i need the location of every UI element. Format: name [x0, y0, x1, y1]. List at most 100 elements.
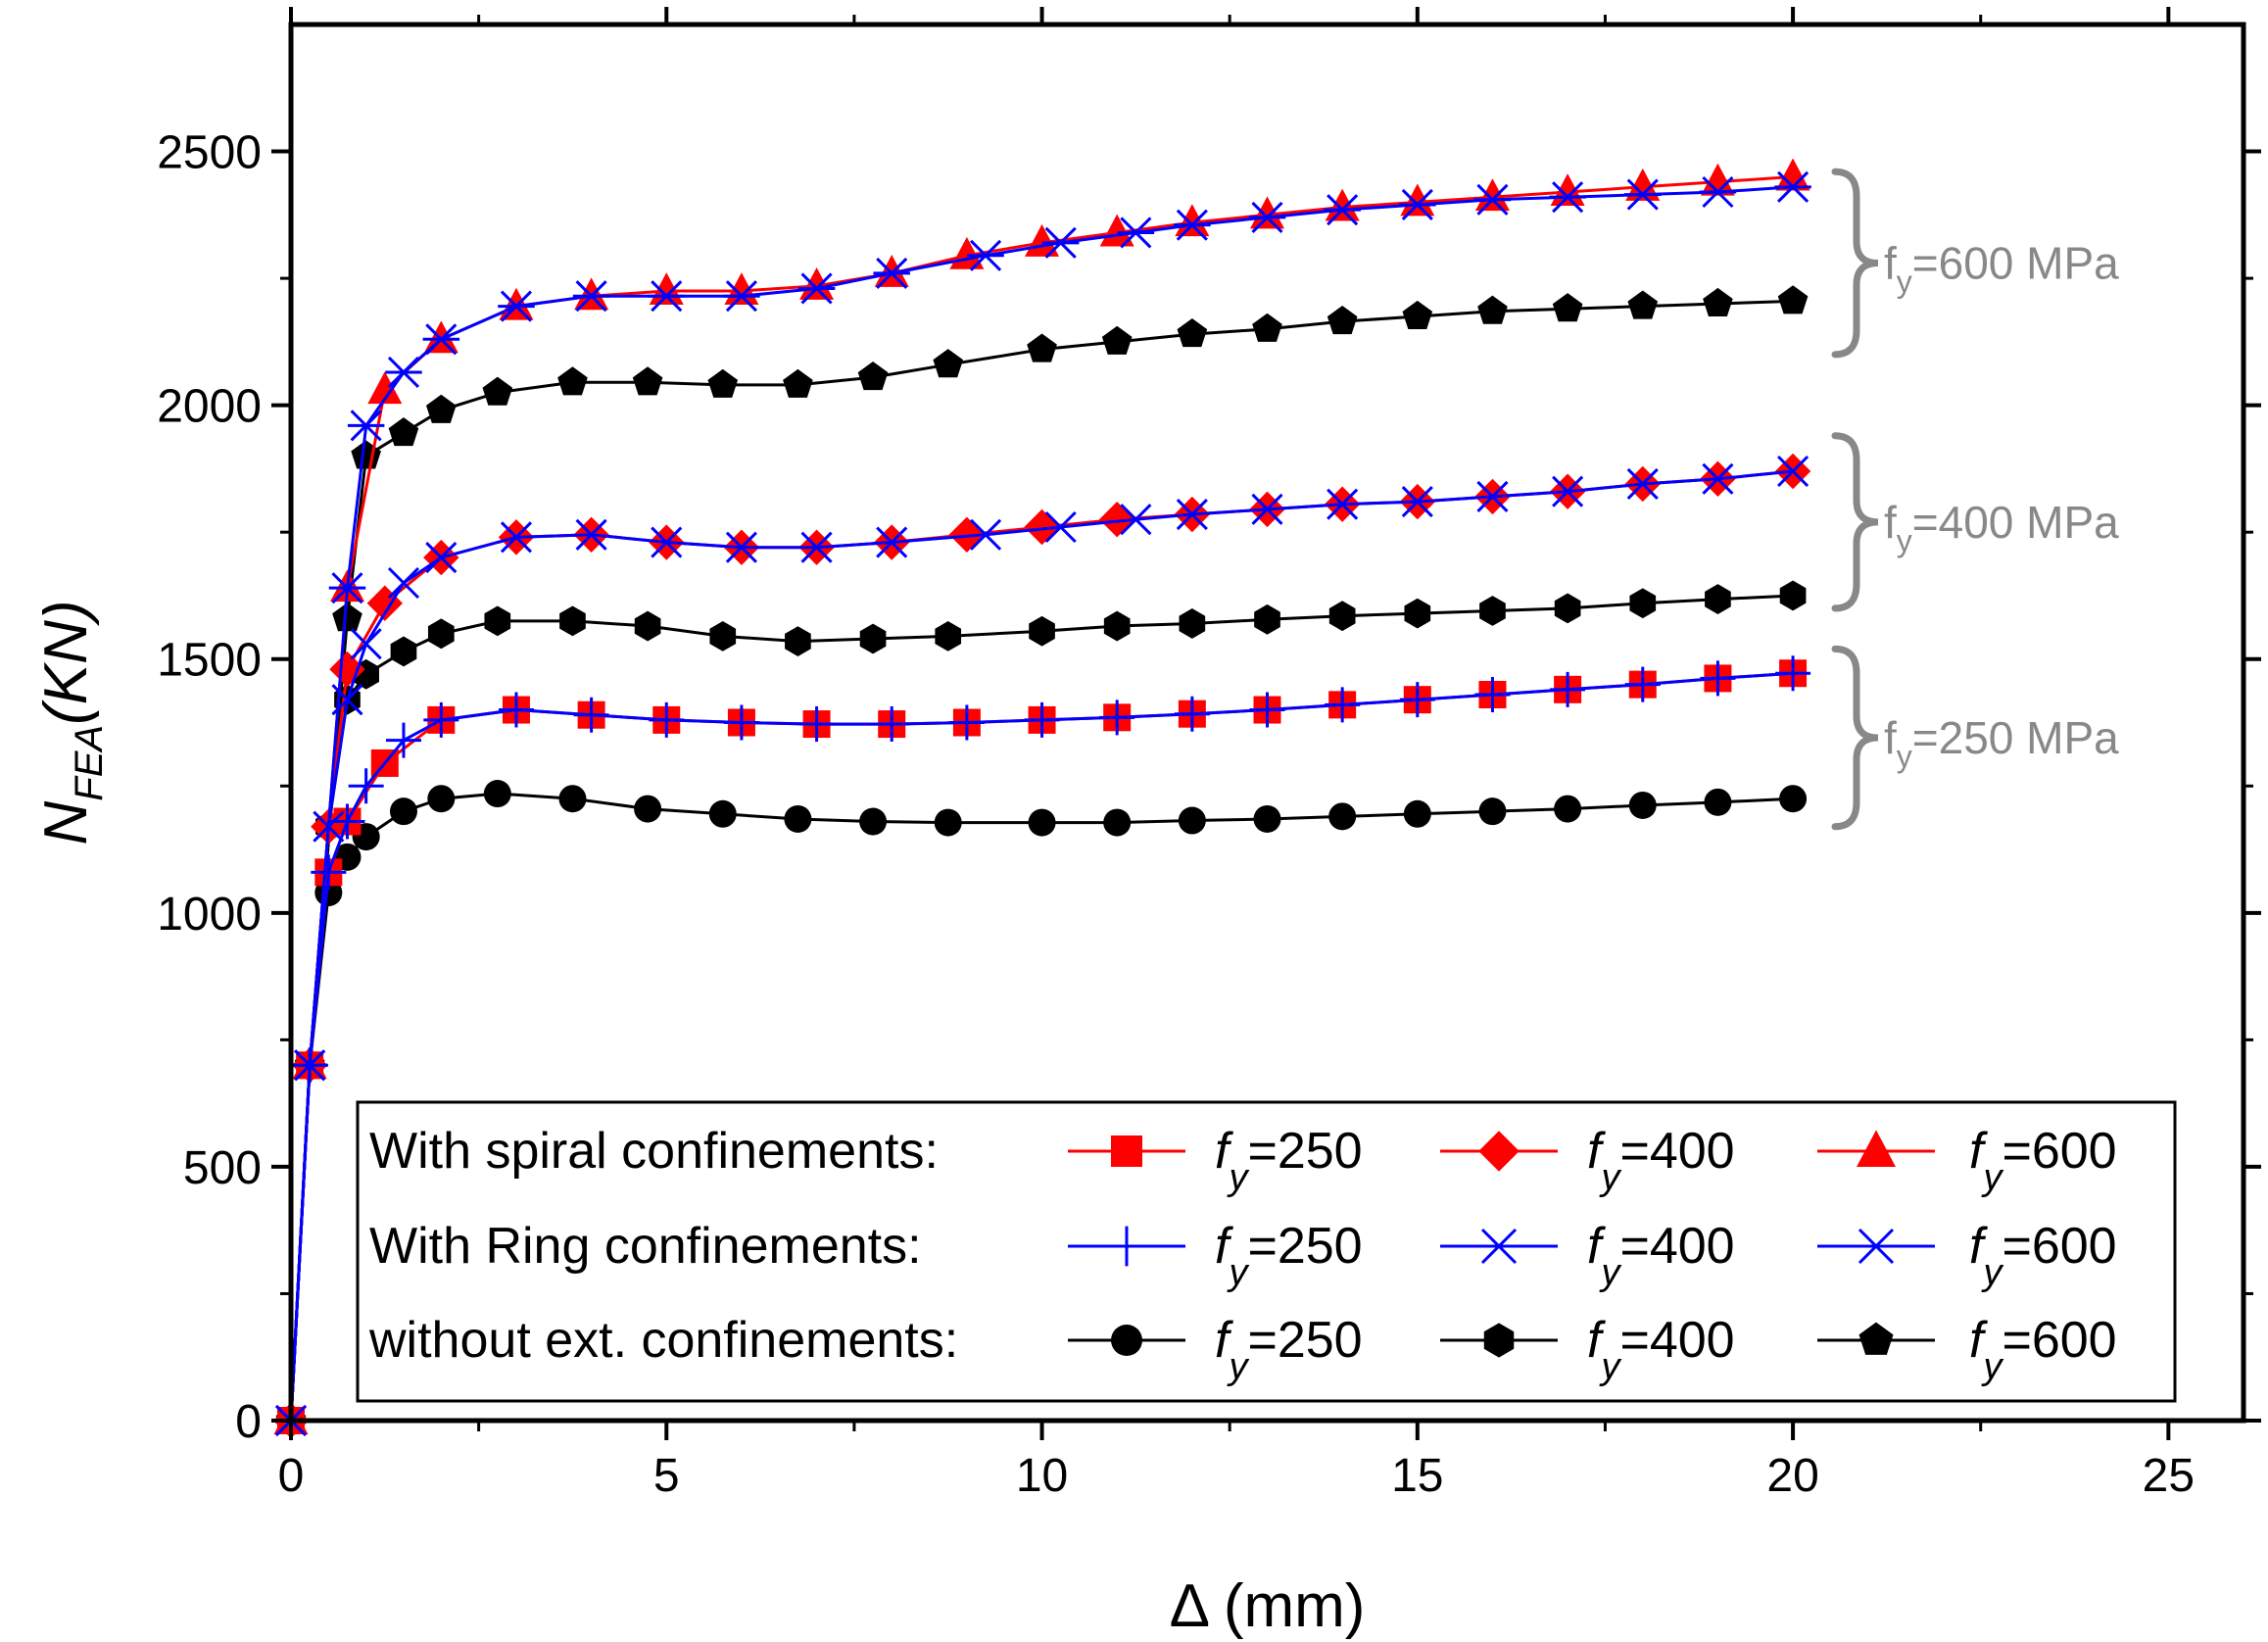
legend-entry-prefix: f	[1969, 1218, 1988, 1275]
y-tick-label: 2500	[157, 127, 262, 179]
y-axis-title: NFEA(KN)	[32, 601, 111, 845]
data-point-spiral-600	[1474, 178, 1510, 212]
legend-entry-prefix: f	[1969, 1312, 1988, 1369]
data-point-ring-600	[1473, 183, 1512, 216]
data-point-ring-250	[423, 701, 459, 738]
data-point-ring-400	[1702, 462, 1734, 495]
data-point-ring-400	[876, 526, 908, 558]
data-point-none-250	[784, 804, 812, 833]
data-point-spiral-600	[1250, 196, 1284, 229]
data-point-none-250	[1779, 785, 1808, 813]
data-point-none-400	[1404, 598, 1431, 629]
legend-entry-value: =400	[1619, 1218, 1734, 1275]
data-point-ring-400	[1476, 480, 1509, 512]
data-point-ring-250	[1099, 700, 1135, 736]
y-tick-label: 0	[235, 1396, 262, 1448]
data-point-none-600	[332, 603, 362, 632]
data-point-none-600	[1177, 317, 1208, 348]
data-point-none-400	[1179, 608, 1206, 639]
data-point-none-400	[1779, 580, 1807, 611]
y-axis-title-main: N	[32, 801, 100, 845]
data-point-ring-400	[1044, 510, 1077, 544]
data-point-none-400	[1554, 593, 1581, 624]
data-point-ring-250	[723, 704, 759, 741]
data-point-none-600	[857, 362, 889, 391]
data-point-none-250	[558, 785, 587, 813]
data-point-ring-400	[1251, 493, 1283, 525]
data-point-ring-250	[1624, 666, 1661, 702]
y-tick-label: 1500	[157, 635, 262, 687]
legend-group-label: With spiral confinements:	[369, 1123, 939, 1180]
legend-entry-prefix: f	[1587, 1218, 1606, 1275]
x-tick-label: 5	[653, 1450, 680, 1502]
legend-entry-sub: y	[1980, 1252, 2003, 1293]
data-point-none-400	[559, 605, 586, 637]
legend-entry-label: fy=400	[1587, 1123, 1735, 1198]
y-tick-label: 1000	[157, 889, 262, 941]
data-point-none-400	[1254, 604, 1280, 635]
legend-marker-none-600	[1858, 1322, 1894, 1355]
data-point-none-250	[634, 795, 662, 823]
annotation-label-text: =250 MPa	[1912, 712, 2119, 763]
data-point-none-600	[1627, 290, 1659, 319]
data-point-none-250	[934, 808, 962, 837]
legend-entry-value: =600	[2002, 1312, 2116, 1369]
data-point-none-600	[1252, 313, 1282, 342]
data-point-none-400	[390, 636, 417, 667]
data-point-ring-600	[648, 280, 686, 313]
legend-marker-spiral-400	[1478, 1131, 1520, 1172]
data-point-ring-600	[1117, 217, 1155, 249]
data-point-none-250	[1028, 808, 1056, 837]
legend-entry-label: fy=250	[1215, 1123, 1363, 1198]
legend-entry-value: =600	[2002, 1218, 2116, 1275]
data-point-none-400	[785, 626, 811, 656]
annotation-label: fy=250 MPa	[1884, 712, 2119, 774]
data-point-ring-250	[311, 854, 347, 891]
data-point-none-600	[425, 394, 457, 423]
data-point-ring-400	[1120, 504, 1152, 536]
series-layer	[272, 158, 1811, 1439]
data-point-ring-250	[573, 697, 609, 733]
legend-entry-label: fy=250	[1215, 1218, 1363, 1293]
data-point-ring-250	[1249, 692, 1285, 728]
data-point-none-600	[388, 417, 419, 447]
y-axis-title-sub: FEA	[68, 725, 111, 801]
data-point-ring-400	[1552, 475, 1584, 507]
data-point-spiral-600	[1325, 188, 1360, 221]
annotation-brace	[1831, 645, 1879, 831]
annotation-label-sub: y	[1897, 523, 1912, 558]
data-point-ring-400	[425, 542, 458, 574]
data-point-none-250	[708, 799, 737, 828]
data-point-ring-250	[1399, 682, 1435, 718]
data-point-none-400	[1705, 584, 1731, 614]
annotation-label: fy=600 MPa	[1884, 238, 2119, 300]
data-point-ring-600	[1699, 175, 1737, 209]
legend-layer: With spiral confinements: fy=250 fy=400 fy=…	[356, 1100, 2177, 1403]
data-point-ring-400	[1626, 467, 1659, 501]
data-point-ring-600	[385, 356, 422, 389]
data-point-ring-600	[1549, 181, 1586, 214]
data-point-ring-250	[348, 768, 384, 804]
data-point-none-400	[935, 621, 962, 652]
data-point-ring-250	[649, 701, 685, 738]
data-point-ring-250	[385, 722, 421, 758]
legend-entry-sub: y	[1226, 1252, 1249, 1293]
data-point-ring-600	[1774, 170, 1811, 203]
y-axis-title-rest: (KN)	[32, 601, 100, 725]
data-point-ring-600	[347, 410, 385, 442]
data-point-ring-600	[797, 272, 836, 305]
data-point-none-600	[783, 368, 813, 398]
data-point-ring-250	[874, 706, 910, 743]
data-point-none-250	[1328, 802, 1357, 831]
data-point-ring-250	[1550, 671, 1586, 707]
legend-entry-sub: y	[1598, 1252, 1621, 1293]
data-point-none-250	[1554, 795, 1582, 823]
data-point-spiral-600	[499, 287, 534, 320]
data-point-none-400	[634, 610, 661, 642]
data-point-none-600	[933, 349, 964, 378]
legend-marker-ring-400	[1480, 1228, 1518, 1265]
data-point-ring-600	[1248, 201, 1286, 233]
data-point-spiral-400	[1098, 502, 1135, 538]
